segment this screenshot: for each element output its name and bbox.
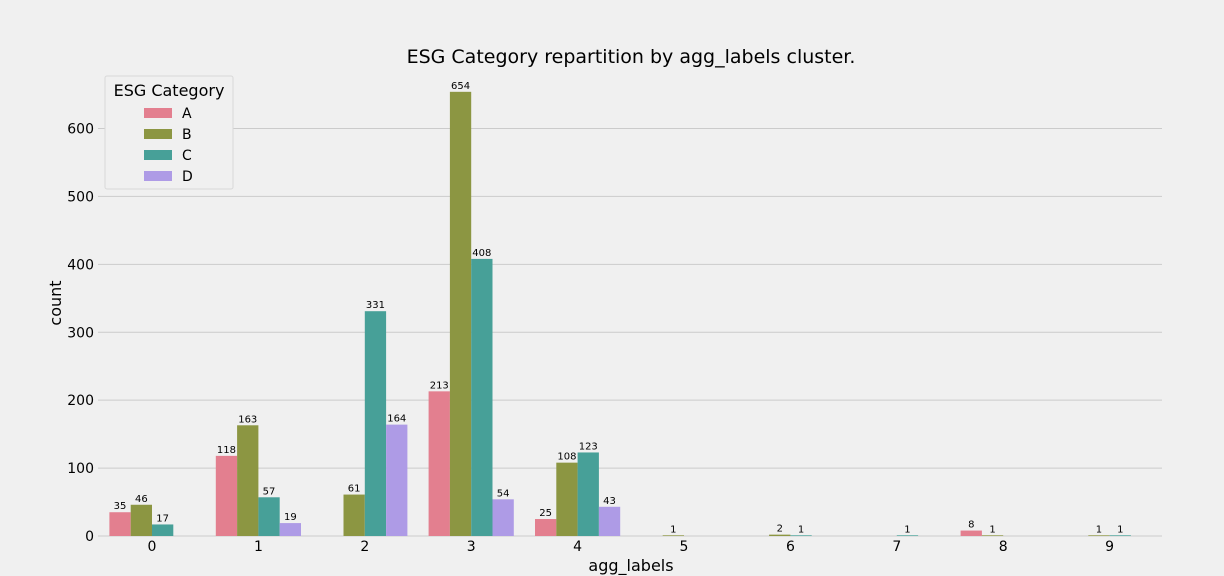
- legend-swatch-D: [144, 171, 172, 181]
- x-tick-label: 2: [360, 539, 369, 555]
- bar-B-1: [237, 425, 259, 536]
- bar-value-label: 1: [1096, 524, 1102, 535]
- bar-B-4: [556, 462, 578, 536]
- bar-B-0: [130, 504, 152, 536]
- x-tick-label: 0: [148, 539, 157, 555]
- bar-value-label: 54: [497, 488, 510, 499]
- bar-A-3: [428, 391, 450, 536]
- bar-C-2: [364, 311, 387, 536]
- x-tick-label: 9: [1105, 539, 1114, 555]
- y-tick-label: 0: [85, 529, 94, 545]
- bar-D-2: [386, 424, 408, 536]
- y-tick-label: 400: [67, 257, 94, 273]
- bar-D-1: [279, 523, 301, 536]
- x-tick-label: 3: [467, 539, 476, 555]
- y-tick-label: 100: [67, 461, 94, 477]
- bar-C-1: [258, 497, 280, 536]
- bar-B-6: [769, 534, 791, 536]
- bar-C-4: [577, 452, 599, 536]
- legend-swatch-A: [144, 108, 172, 118]
- bar-C-3: [471, 258, 493, 536]
- y-tick-label: 300: [67, 325, 94, 341]
- bar-value-label: 19: [284, 512, 297, 523]
- bar-value-label: 108: [557, 452, 576, 463]
- legend-swatch-B: [144, 129, 172, 139]
- bar-A-0: [109, 512, 131, 536]
- bar-C-0: [152, 524, 174, 536]
- legend-label-D: D: [182, 169, 193, 185]
- x-tick-label: 8: [999, 539, 1008, 555]
- bar-C-9: [1109, 535, 1131, 536]
- y-tick-label: 500: [67, 189, 94, 205]
- gridlines: [98, 128, 1162, 537]
- x-axis-ticks: 0 1 2 3 4 5 6 7 8 9: [148, 539, 1115, 555]
- x-axis-title: agg_labels: [588, 556, 673, 576]
- bar-value-label: 8: [968, 520, 974, 531]
- x-tick-label: 5: [680, 539, 689, 555]
- bar-B-5: [662, 535, 684, 536]
- legend-swatch-C: [144, 150, 172, 160]
- bar-value-label: 331: [366, 300, 385, 311]
- x-tick-label: 6: [786, 539, 795, 555]
- bar-A-4: [535, 519, 557, 536]
- chart-title: ESG Category repartition by agg_labels c…: [407, 46, 856, 68]
- bar-B-8: [981, 535, 1004, 536]
- bar-value-label: 25: [539, 508, 552, 519]
- bar-value-label: 163: [238, 414, 257, 425]
- bar-value-label: 1: [989, 524, 995, 535]
- bar-B-3: [449, 91, 472, 536]
- bar-value-labels: 35 118 213 25 8 46 163 61 654 108 1 2 1 1 17 57 331 408 12…: [114, 81, 1124, 535]
- bar-value-label: 408: [472, 248, 491, 259]
- bar-value-label: 123: [579, 441, 598, 452]
- y-tick-label: 600: [67, 122, 94, 138]
- bar-value-label: 17: [156, 513, 169, 524]
- bar-C-6: [790, 535, 812, 536]
- x-tick-label: 1: [254, 539, 263, 555]
- bar-D-3: [492, 499, 514, 536]
- legend-label-A: A: [182, 106, 192, 122]
- x-tick-label: 4: [573, 539, 582, 555]
- bar-value-label: 1: [1117, 524, 1123, 535]
- bar-value-label: 1: [904, 524, 910, 535]
- bar-value-label: 1: [798, 524, 804, 535]
- bar-value-label: 2: [777, 524, 783, 535]
- bar-value-label: 164: [387, 414, 406, 425]
- bar-value-label: 61: [348, 484, 361, 495]
- bar-C-7: [896, 535, 919, 536]
- bar-value-label: 213: [430, 380, 449, 391]
- y-axis-ticks: 0 100 200 300 400 500 600: [67, 122, 94, 546]
- bar-value-label: 57: [263, 486, 276, 497]
- bar-value-label: 43: [603, 496, 616, 507]
- bar-value-label: 46: [135, 494, 148, 505]
- y-axis-title: count: [46, 280, 65, 325]
- bar-B-9: [1088, 535, 1110, 536]
- bar-D-4: [598, 506, 621, 536]
- bars: [109, 91, 1131, 536]
- legend-label-B: B: [182, 127, 192, 143]
- y-tick-label: 200: [67, 393, 94, 409]
- bar-B-2: [343, 494, 365, 536]
- legend-label-C: C: [182, 148, 192, 164]
- bar-value-label: 35: [114, 501, 127, 512]
- legend-title: ESG Category: [114, 81, 225, 100]
- bar-A-1: [215, 455, 238, 536]
- bar-value-label: 118: [217, 445, 236, 456]
- x-tick-label: 7: [892, 539, 901, 555]
- bar-A-8: [960, 530, 982, 536]
- bar-value-label: 1: [670, 524, 676, 535]
- bar-value-label: 654: [451, 81, 470, 92]
